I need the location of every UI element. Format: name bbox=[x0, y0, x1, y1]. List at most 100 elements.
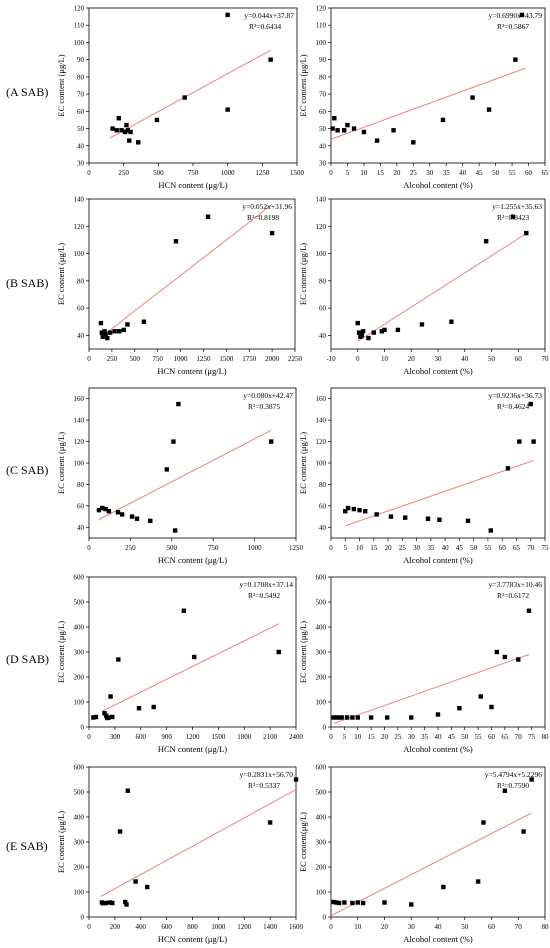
x-axis-label: Alcohol content (%) bbox=[403, 366, 473, 376]
data-point bbox=[154, 117, 160, 123]
panel-B-left: 0 250 500 750 1000 1250 1500 1750 2000 2250 40 60 80… bbox=[56, 196, 303, 377]
data-point bbox=[374, 512, 379, 517]
data-point bbox=[419, 322, 425, 327]
y-tick-label: 400 bbox=[74, 624, 85, 632]
x-tick-label: 1500 bbox=[219, 355, 234, 363]
data-point bbox=[110, 714, 115, 720]
x-axis-label: HCN content (μg/L) bbox=[158, 934, 227, 944]
data-point bbox=[395, 327, 401, 333]
x-tick-label: 200 bbox=[110, 923, 121, 931]
x-axis-label: HCN content (μg/L) bbox=[157, 366, 226, 376]
y-axis-label: EC content (μg/L) bbox=[56, 621, 66, 683]
y-tick-label: 80 bbox=[77, 73, 85, 81]
x-tick-label: 15 bbox=[368, 733, 376, 741]
x-tick-label: 1200 bbox=[237, 923, 252, 931]
y-tick-label: 400 bbox=[74, 814, 85, 822]
x-tick-label: 900 bbox=[161, 733, 172, 741]
fit-line bbox=[357, 233, 527, 342]
x-tick-label: 10 bbox=[354, 733, 362, 741]
data-point bbox=[494, 649, 500, 655]
x-tick-label: 250 bbox=[107, 355, 118, 363]
data-point bbox=[345, 122, 350, 128]
panel-E-right: 0 10 20 30 40 50 60 70 80 0 100 200 300 400 500 600 Alco… bbox=[298, 764, 549, 945]
data-point bbox=[331, 899, 336, 905]
x-tick-label: 2250 bbox=[288, 355, 303, 363]
data-point bbox=[371, 330, 376, 335]
data-point bbox=[121, 327, 126, 333]
data-point bbox=[449, 319, 454, 324]
y-tick-label: 70 bbox=[77, 91, 85, 99]
data-point bbox=[107, 900, 112, 905]
y-tick-label: 100 bbox=[74, 889, 85, 897]
data-point bbox=[465, 518, 471, 524]
data-point bbox=[145, 884, 150, 890]
x-tick-label: 1800 bbox=[237, 733, 252, 741]
r-squared: R²=0.6434 bbox=[249, 22, 281, 31]
x-tick-label: -10 bbox=[326, 355, 336, 363]
data-point bbox=[110, 900, 115, 906]
x-tick-label: 55 bbox=[484, 544, 492, 552]
x-tick-label: 30 bbox=[408, 733, 416, 741]
y-tick-label: 50 bbox=[319, 125, 327, 133]
data-point bbox=[355, 715, 360, 720]
y-tick-label: 120 bbox=[74, 438, 85, 446]
data-point bbox=[103, 900, 109, 906]
data-point bbox=[351, 506, 357, 512]
y-axis-label: EC content (μg/L) bbox=[298, 432, 308, 494]
y-tick-label: 140 bbox=[74, 196, 85, 204]
y-tick-label: 60 bbox=[77, 108, 85, 116]
y-tick-label: 140 bbox=[316, 417, 327, 425]
x-tick-label: 400 bbox=[136, 923, 147, 931]
data-point bbox=[343, 509, 348, 514]
data-point bbox=[334, 715, 339, 720]
data-point bbox=[91, 715, 96, 720]
x-tick-label: 70 bbox=[515, 923, 523, 931]
data-point bbox=[332, 116, 337, 121]
data-point bbox=[205, 214, 211, 219]
data-point bbox=[112, 329, 117, 334]
y-tick-label: 80 bbox=[77, 277, 85, 285]
x-tick-label: 75 bbox=[528, 733, 536, 741]
data-point bbox=[355, 320, 360, 326]
x-axis-label: HCN content (μg/L) bbox=[158, 555, 227, 565]
row-label-a: (A SAB) bbox=[6, 85, 49, 99]
regression-equation: y=0.052x+31.96 bbox=[242, 202, 292, 211]
x-tick-label: 0 bbox=[329, 544, 333, 552]
data-point bbox=[124, 122, 129, 128]
data-point bbox=[528, 401, 533, 407]
data-point bbox=[478, 694, 483, 699]
data-point bbox=[345, 505, 351, 511]
x-tick-label: 5 bbox=[343, 733, 347, 741]
data-point bbox=[529, 777, 534, 782]
y-tick-label: 600 bbox=[316, 574, 327, 582]
x-tick-label: 1400 bbox=[263, 923, 278, 931]
r-squared: R²=0.6172 bbox=[497, 591, 529, 600]
data-point bbox=[276, 649, 281, 655]
panel-D-left: 0 300 600 900 1200 1500 1800 2100 2400 0 100 200 300… bbox=[56, 574, 304, 755]
row-label-e: (E SAB) bbox=[6, 839, 48, 853]
y-tick-label: 60 bbox=[77, 305, 85, 313]
y-tick-label: 100 bbox=[74, 250, 85, 258]
data-point bbox=[440, 117, 446, 123]
x-tick-label: 10 bbox=[360, 169, 368, 177]
y-tick-label: 120 bbox=[316, 438, 327, 446]
data-point bbox=[110, 126, 115, 131]
x-tick-label: 60 bbox=[525, 169, 533, 177]
data-point bbox=[342, 900, 347, 905]
data-point bbox=[409, 902, 414, 907]
x-tick-label: 35 bbox=[427, 544, 435, 552]
data-point bbox=[115, 510, 121, 515]
y-tick-label: 300 bbox=[74, 839, 85, 847]
data-point bbox=[330, 126, 335, 131]
y-tick-label: 50 bbox=[77, 125, 85, 133]
data-point bbox=[192, 654, 197, 660]
row-label-c: (C SAB) bbox=[6, 463, 49, 477]
x-axis-label: Alcohol content (%) bbox=[403, 555, 473, 565]
x-tick-label: 15 bbox=[377, 169, 385, 177]
data-point bbox=[225, 107, 230, 112]
y-tick-label: 60 bbox=[319, 502, 327, 510]
data-point bbox=[173, 239, 179, 244]
x-tick-label: 0 bbox=[87, 169, 91, 177]
y-tick-label: 300 bbox=[316, 839, 327, 847]
y-tick-label: 120 bbox=[316, 5, 327, 13]
